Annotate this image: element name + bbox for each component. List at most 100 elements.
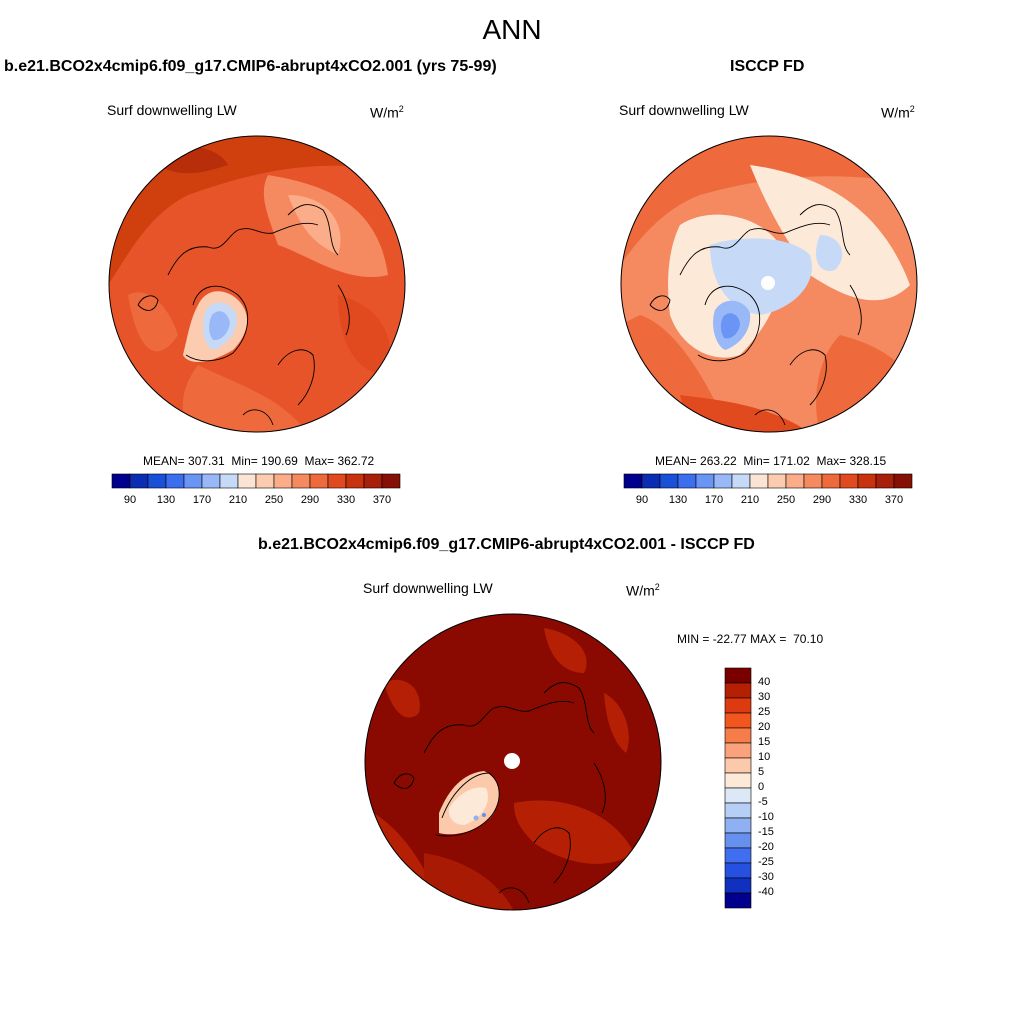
colorbar-swatch bbox=[724, 697, 752, 714]
colorbar-swatch bbox=[183, 473, 203, 489]
colorbar-swatch bbox=[724, 892, 752, 909]
variable-label-diff: Surf downwelling LW bbox=[363, 580, 493, 596]
colorbar-tick-label: 210 bbox=[740, 494, 760, 506]
panel-title-obs: ISCCP FD bbox=[730, 58, 805, 75]
colorbar-tick-label: -25 bbox=[758, 856, 774, 868]
colorbar-swatch bbox=[724, 727, 752, 744]
colorbar-tick-label: 25 bbox=[758, 706, 771, 718]
colorbar-swatch bbox=[677, 473, 697, 489]
colorbar-tick-label: 250 bbox=[776, 494, 796, 506]
colorbar-swatch bbox=[749, 473, 769, 489]
colorbar-tick-label: -5 bbox=[758, 796, 768, 808]
colorbar-tick-label: -15 bbox=[758, 826, 774, 838]
colorbar-swatch bbox=[724, 817, 752, 834]
colorbar-swatch bbox=[724, 667, 752, 684]
variable-label-obs: Surf downwelling LW bbox=[619, 102, 749, 118]
colorbar-tick-label: -10 bbox=[758, 811, 774, 823]
polar-map-model bbox=[108, 135, 406, 433]
units-label-obs: W/m2 bbox=[881, 104, 915, 121]
colorbar-swatch bbox=[695, 473, 715, 489]
stats-diff: MIN = -22.77 MAX = 70.10 bbox=[677, 632, 824, 646]
colorbar-swatch bbox=[165, 473, 185, 489]
colorbar-tick-label: 370 bbox=[372, 494, 392, 506]
variable-label-model: Surf downwelling LW bbox=[107, 102, 237, 118]
main-title: ANN bbox=[482, 14, 542, 45]
colorbar-swatch bbox=[659, 473, 679, 489]
colorbar-tick-label: 290 bbox=[300, 494, 320, 506]
colorbar-swatch bbox=[363, 473, 383, 489]
colorbar-diff bbox=[724, 667, 752, 909]
colorbar-swatch bbox=[724, 772, 752, 789]
colorbar-tick-label: 5 bbox=[758, 766, 765, 778]
colorbar-tick-label: 170 bbox=[192, 494, 212, 506]
colorbar-tick-label: 30 bbox=[758, 691, 771, 703]
colorbar-obs bbox=[623, 473, 913, 489]
colorbar-tick-label: -30 bbox=[758, 871, 774, 883]
colorbar-swatch bbox=[724, 757, 752, 774]
colorbar-tick-label: 90 bbox=[635, 494, 649, 506]
colorbar-tick-label: 250 bbox=[264, 494, 284, 506]
colorbar-swatch bbox=[875, 473, 895, 489]
colorbar-swatch bbox=[219, 473, 239, 489]
colorbar-swatch bbox=[111, 473, 131, 489]
colorbar-labels-obs: 90 130 170 210 250 290 330 370 bbox=[624, 494, 912, 508]
colorbar-swatch bbox=[713, 473, 733, 489]
colorbar-tick-label: -20 bbox=[758, 841, 774, 853]
colorbar-swatch bbox=[623, 473, 643, 489]
colorbar-tick-label: 330 bbox=[336, 494, 356, 506]
colorbar-tick-label: 20 bbox=[758, 721, 771, 733]
colorbar-swatch bbox=[724, 802, 752, 819]
colorbar-swatch bbox=[291, 473, 311, 489]
colorbar-tick-label: 130 bbox=[156, 494, 176, 506]
colorbar-swatch bbox=[785, 473, 805, 489]
colorbar-tick-label: 15 bbox=[758, 736, 771, 748]
stats-model: MEAN= 307.31 Min= 190.69 Max= 362.72 bbox=[143, 454, 375, 468]
colorbar-swatch bbox=[201, 473, 221, 489]
colorbar-tick-label: 170 bbox=[704, 494, 724, 506]
panel-title-model: b.e21.BCO2x4cmip6.f09_g17.CMIP6-abrupt4x… bbox=[4, 58, 497, 75]
units-label-diff: W/m2 bbox=[626, 582, 660, 599]
colorbar-swatch bbox=[641, 473, 661, 489]
colorbar-swatch bbox=[345, 473, 365, 489]
colorbar-swatch bbox=[327, 473, 347, 489]
colorbar-swatch bbox=[893, 473, 913, 489]
colorbar-labels-diff: 40 30 25 20 15 10 5 0 -5 -10 -15 -20 -25 -30 -40 bbox=[758, 668, 798, 908]
colorbar-swatch bbox=[731, 473, 751, 489]
colorbar-model bbox=[111, 473, 401, 489]
colorbar-labels-model: 90 130 170 210 250 290 330 370 bbox=[112, 494, 400, 508]
colorbar-swatch bbox=[839, 473, 859, 489]
colorbar-tick-label: 90 bbox=[123, 494, 137, 506]
polar-map-obs bbox=[620, 135, 918, 433]
colorbar-tick-label: 0 bbox=[758, 781, 765, 793]
colorbar-swatch bbox=[767, 473, 787, 489]
colorbar-tick-label: -40 bbox=[758, 886, 774, 898]
colorbar-swatch bbox=[381, 473, 401, 489]
units-label-model: W/m2 bbox=[370, 104, 404, 121]
colorbar-swatch bbox=[857, 473, 877, 489]
colorbar-swatch bbox=[724, 847, 752, 864]
colorbar-tick-label: 330 bbox=[848, 494, 868, 506]
colorbar-tick-label: 130 bbox=[668, 494, 688, 506]
colorbar-tick-label: 10 bbox=[758, 751, 771, 763]
colorbar-swatch bbox=[724, 742, 752, 759]
colorbar-swatch bbox=[724, 712, 752, 729]
colorbar-swatch bbox=[821, 473, 841, 489]
colorbar-tick-label: 290 bbox=[812, 494, 832, 506]
colorbar-swatch bbox=[724, 832, 752, 849]
colorbar-swatch bbox=[724, 787, 752, 804]
colorbar-swatch bbox=[237, 473, 257, 489]
stats-obs: MEAN= 263.22 Min= 171.02 Max= 328.15 bbox=[655, 454, 887, 468]
colorbar-swatch bbox=[724, 862, 752, 879]
colorbar-swatch bbox=[803, 473, 823, 489]
colorbar-swatch bbox=[129, 473, 149, 489]
colorbar-swatch bbox=[273, 473, 293, 489]
polar-map-diff bbox=[364, 613, 662, 911]
colorbar-swatch bbox=[309, 473, 329, 489]
colorbar-swatch bbox=[255, 473, 275, 489]
colorbar-tick-label: 210 bbox=[228, 494, 248, 506]
colorbar-swatch bbox=[147, 473, 167, 489]
panel-title-diff: b.e21.BCO2x4cmip6.f09_g17.CMIP6-abrupt4x… bbox=[258, 536, 755, 553]
colorbar-swatch bbox=[724, 877, 752, 894]
colorbar-swatch bbox=[724, 682, 752, 699]
colorbar-tick-label: 370 bbox=[884, 494, 904, 506]
